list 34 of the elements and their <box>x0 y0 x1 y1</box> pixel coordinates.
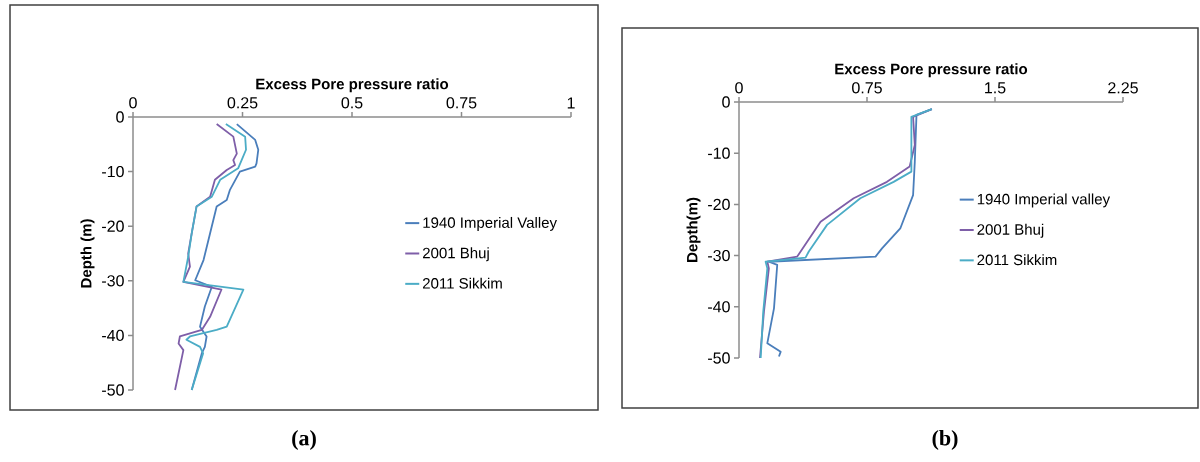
x-tick-label: 0.5 <box>341 97 363 109</box>
y-tick-label: -30 <box>102 275 124 287</box>
x-axis-title: Excess Pore pressure ratio <box>835 63 1028 78</box>
y-tick-label: 0 <box>116 111 124 123</box>
y-tick-label: -20 <box>708 198 730 211</box>
x-tick-label: 1 <box>567 97 575 109</box>
x-axis-title: Excess Pore pressure ratio <box>256 78 449 93</box>
x-tick-label: 2.25 <box>1108 82 1138 94</box>
y-tick-label: -10 <box>708 147 730 159</box>
y-tick-label: -40 <box>708 301 730 313</box>
legend-label: 2011 Sikkim <box>423 277 502 289</box>
y-tick-label: -10 <box>102 165 124 178</box>
legend-label: 1940 Imperial valley <box>977 193 1111 208</box>
line-series <box>182 123 247 391</box>
y-tick-label: -50 <box>102 384 124 396</box>
x-tick-label: 0 <box>735 82 743 94</box>
text: (b) <box>932 430 958 450</box>
x-tick-label: 0.75 <box>446 97 477 109</box>
y-tick-label: -50 <box>708 352 730 364</box>
line-series <box>190 123 260 391</box>
y-axis-title: Depth(m) <box>686 197 701 262</box>
legend-label: 2011 Sikkim <box>977 254 1057 266</box>
y-tick-label: -30 <box>708 249 730 262</box>
x-tick-label: 0 <box>129 97 137 109</box>
legend-label: 2001 Bhuj <box>423 247 489 262</box>
y-tick-label: -40 <box>102 329 124 342</box>
legend-label: 2001 Bhuj <box>977 223 1044 238</box>
x-tick-label: 1.5 <box>985 82 1006 94</box>
legend-label: 1940 Imperial Valley <box>423 216 557 231</box>
text: (a) <box>292 430 316 450</box>
x-tick-label: 0.25 <box>227 97 258 109</box>
x-tick-label: 0.75 <box>852 82 882 94</box>
y-tick-label: -20 <box>102 220 124 232</box>
y-axis-title: Depth (m) <box>80 219 95 288</box>
